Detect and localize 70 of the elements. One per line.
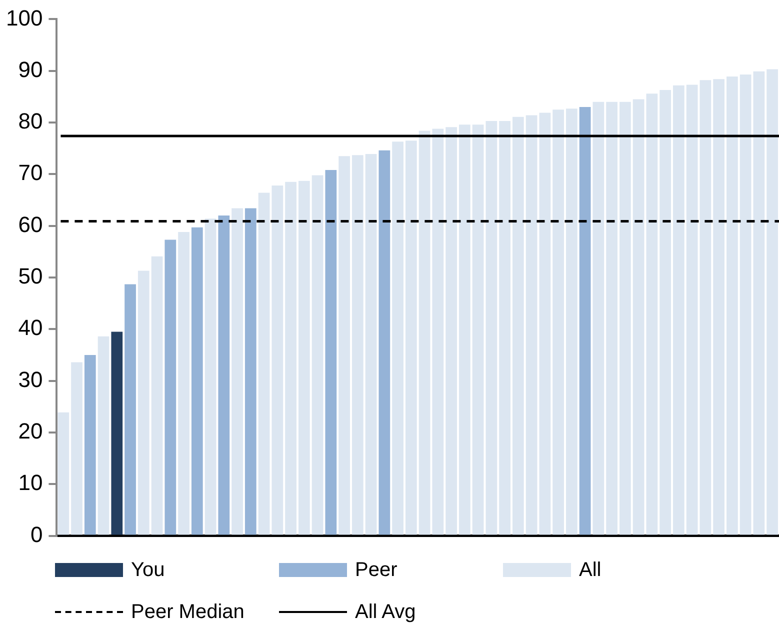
- y-tick-label: 30: [18, 366, 43, 392]
- y-tick-label: 40: [18, 315, 43, 340]
- bar: [84, 354, 96, 535]
- bar: [418, 130, 430, 535]
- bar: [592, 102, 604, 535]
- bar: [232, 208, 243, 535]
- bar: [552, 110, 564, 535]
- bar: [446, 127, 457, 535]
- bar: [378, 150, 390, 535]
- bar: [432, 128, 444, 535]
- bar: [726, 76, 738, 535]
- bar: [258, 192, 270, 535]
- y-tick-label: 60: [18, 212, 43, 237]
- bar: [352, 155, 364, 535]
- bar: [579, 107, 591, 535]
- y-tick-label: 10: [18, 470, 43, 496]
- bar: [218, 216, 230, 535]
- legend-label: All: [579, 558, 602, 582]
- bar: [766, 69, 778, 535]
- bar: [606, 102, 618, 535]
- bar: [111, 332, 123, 535]
- bar: [486, 120, 498, 535]
- bar: [98, 336, 110, 535]
- bar: [740, 74, 752, 535]
- bar: [365, 154, 377, 535]
- y-tick-label: 70: [18, 160, 43, 186]
- y-tick-label: 0: [30, 522, 43, 547]
- bar: [298, 180, 310, 535]
- legend-label: All Avg: [355, 600, 416, 624]
- bar: [405, 140, 417, 535]
- bar: [272, 186, 284, 535]
- bar: [672, 85, 684, 535]
- bar: [619, 102, 631, 535]
- y-tick-label: 20: [18, 418, 43, 444]
- bar: [191, 227, 203, 535]
- bar: [71, 362, 82, 535]
- bar: [512, 116, 524, 535]
- bar: [244, 208, 256, 535]
- bar: [312, 175, 324, 535]
- legend-label: Peer Median: [131, 600, 244, 624]
- bar: [753, 71, 765, 535]
- bar: [178, 232, 190, 535]
- legend-label: You: [131, 558, 165, 582]
- bar: [138, 270, 150, 535]
- bar: [700, 80, 712, 535]
- bar: [325, 170, 337, 535]
- bar: [164, 240, 176, 535]
- bar: [124, 284, 136, 535]
- legend-label: Peer: [355, 558, 398, 582]
- bar: [285, 182, 296, 535]
- bar: [151, 256, 163, 535]
- bar: [472, 124, 484, 535]
- bar: [58, 412, 70, 535]
- bar: [458, 124, 470, 535]
- bar: [204, 218, 216, 535]
- y-tick-label: 90: [18, 56, 43, 82]
- y-tick-label: 80: [18, 108, 43, 134]
- bar: [539, 112, 551, 535]
- bar: [632, 99, 644, 535]
- y-tick-label: 100: [6, 5, 43, 30]
- bar: [338, 156, 350, 535]
- bar: [660, 90, 671, 535]
- bar: [392, 142, 404, 535]
- bar: [713, 79, 724, 535]
- bar: [646, 94, 658, 535]
- bar: [686, 84, 698, 535]
- bar: [526, 115, 538, 535]
- bar: [499, 120, 510, 535]
- y-tick-label: 50: [18, 264, 43, 289]
- bar: [566, 108, 578, 535]
